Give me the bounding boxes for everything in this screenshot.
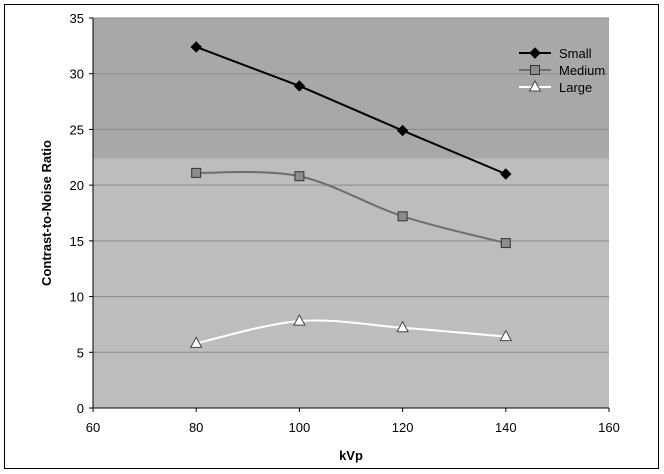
legend-marker [528,79,542,92]
data-point-large [499,329,513,342]
data-point-large [396,320,409,333]
legend-item-large: Large [519,79,592,95]
x-tick-label: 80 [189,420,203,435]
y-tick-label: 5 [77,345,84,360]
y-tick-label: 30 [70,67,84,82]
y-tick-label: 25 [70,122,84,137]
data-point-large [189,336,203,348]
plot-area [93,18,609,408]
legend-label: Large [559,80,592,95]
x-tick-label: 160 [598,420,620,435]
x-tick-label: 140 [495,420,517,435]
data-point-small [190,41,202,53]
series-large [189,314,513,348]
axes [89,17,610,412]
y-tick-label: 20 [70,178,84,193]
y-tick-label: 35 [70,11,84,26]
plot-background-upper-band [93,18,609,159]
x-tick-label: 60 [86,420,100,435]
data-point-medium [294,171,305,182]
data-point-small [500,168,512,180]
series-small [190,41,512,180]
legend: Small Medium Large [519,46,605,95]
legend-marker [529,47,541,59]
series-line-large [195,319,506,345]
gridlines [93,17,609,353]
x-axis-title: kVp [339,448,363,463]
legend-label: Small [559,46,592,61]
legend-item-small: Small [519,46,592,61]
x-tick-label: 120 [392,420,414,435]
y-tick-label: 15 [70,234,84,249]
x-tick-label: 100 [289,420,311,435]
data-point-large [293,314,306,326]
y-tick-label: 0 [77,401,84,416]
data-point-medium [397,211,408,222]
data-point-small [396,124,409,137]
y-tick-label: 10 [70,290,84,305]
data-point-medium [500,238,511,249]
data-point-small [293,80,306,92]
chart-frame: 0 5 10 15 20 25 30 35 60 80 100 120 140 160 kVp Contr… [4,4,659,469]
series-line-small [195,46,507,175]
data-point-medium [191,167,202,178]
series-layer [189,41,513,348]
series-medium [191,167,511,249]
line-chart: 0 5 10 15 20 25 30 35 60 80 100 120 140 160 kVp Contr… [39,11,620,463]
series-line-medium [196,171,507,245]
legend-item-medium: Medium [519,63,605,78]
y-axis-title: Contrast-to-Noise Ratio [39,140,54,286]
legend-marker [530,65,540,75]
legend-label: Medium [559,63,605,78]
tick-labels: 0 5 10 15 20 25 30 35 60 80 100 120 140 160 [70,11,620,435]
